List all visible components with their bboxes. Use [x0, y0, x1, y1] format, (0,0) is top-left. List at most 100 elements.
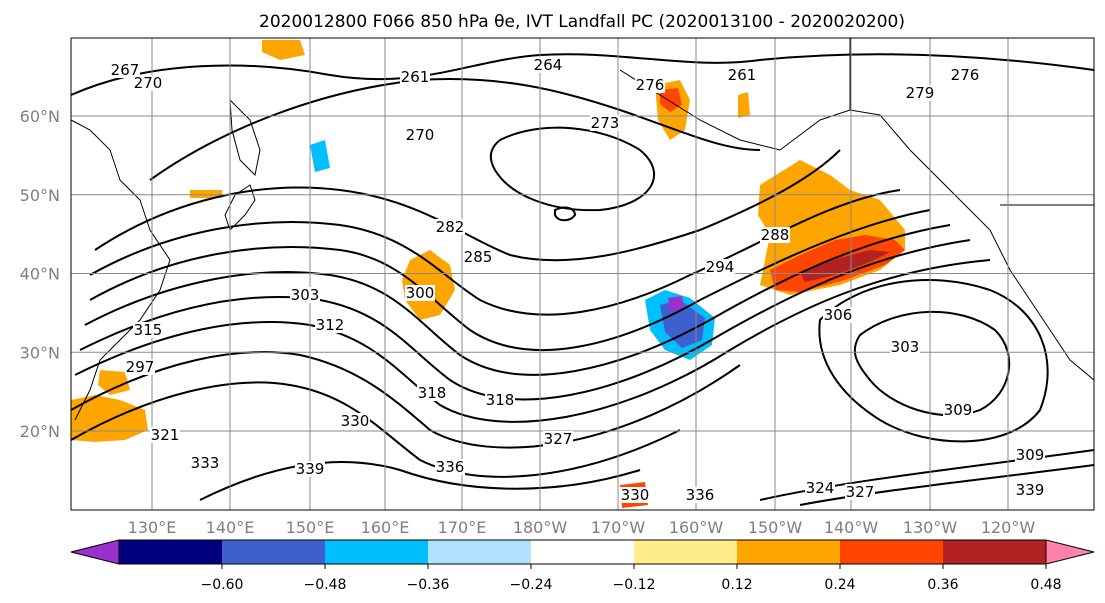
contour-label-bg	[635, 77, 665, 93]
contour-label-bg	[315, 317, 345, 333]
contour-label: 261	[401, 68, 430, 86]
contour-label: 309	[944, 401, 973, 419]
contour-label-bg	[845, 484, 875, 500]
contour-label-bg	[543, 431, 573, 447]
cold-patch-central-3	[668, 296, 684, 312]
warm-patch-north	[262, 40, 305, 60]
colorbar-tick-label: 0.48	[1030, 577, 1061, 593]
coastline-kamchatka	[229, 98, 261, 177]
contour-label-bg	[727, 67, 757, 83]
lat-tick-label: 40°N	[20, 265, 60, 284]
coastline-na	[879, 114, 1095, 381]
contour-label-bg	[125, 359, 155, 375]
contour-label: 327	[846, 483, 875, 501]
colorbar-tick-label: −0.12	[613, 577, 656, 593]
lat-tick-label: 50°N	[20, 186, 60, 205]
contour-label-bg	[760, 227, 790, 243]
contour-label-bg	[295, 461, 325, 477]
contour-label: 276	[951, 66, 980, 84]
contour-label-bg	[950, 67, 980, 83]
colorbar-tick-label: −0.36	[407, 577, 450, 593]
contour-label: 324	[806, 479, 835, 497]
colorbar-outline	[118, 539, 1047, 565]
coastline-asia	[70, 119, 171, 421]
contour-label-bg	[405, 127, 435, 143]
warm-patch-sib	[190, 190, 222, 198]
contour-label: 282	[436, 218, 465, 236]
contour-label: 336	[436, 458, 465, 476]
contour-label-bg	[290, 287, 320, 303]
contour-label-bg	[340, 413, 370, 429]
lat-tick-label: 30°N	[20, 343, 60, 362]
contour-label-bg	[150, 427, 180, 443]
colorbar-segment	[634, 540, 737, 564]
lon-tick-label: 150°W	[748, 518, 803, 537]
colorbar-segment	[840, 540, 943, 564]
contour-label-bg	[485, 392, 515, 408]
contour-label-bg	[133, 322, 163, 338]
lon-tick-label: 120°W	[981, 518, 1036, 537]
lon-tick-label: 140°E	[206, 518, 255, 537]
colorbar-segment	[119, 540, 222, 564]
contour-label-bg	[533, 57, 563, 73]
contour-label-bg	[890, 339, 920, 355]
figure-title: 2020012800 F066 850 hPa θe, IVT Landfall…	[259, 12, 905, 32]
contour-label: 318	[418, 384, 447, 402]
colorbar-segment	[737, 540, 840, 564]
lat-tick-label: 20°N	[20, 422, 60, 441]
contour-label: 327	[544, 430, 573, 448]
contour-line	[70, 351, 741, 449]
red-patch-alaska	[660, 88, 682, 112]
lon-tick-label: 170°W	[591, 518, 646, 537]
contour-label-bg	[190, 455, 220, 471]
latitude-axis: 60°N 50°N 40°N 30°N 20°N	[20, 107, 60, 441]
contour-label: 315	[134, 321, 163, 339]
lat-tick-label: 60°N	[20, 107, 60, 126]
contour-line	[818, 279, 1049, 443]
contour-label: 276	[636, 76, 665, 94]
contour-label: 285	[464, 248, 493, 266]
contour-label-bg	[685, 487, 715, 503]
contour-label: 261	[728, 66, 757, 84]
contour-label: 339	[296, 460, 325, 478]
contour-label-bg	[1015, 447, 1045, 463]
contour-label: 303	[891, 338, 920, 356]
contour-label-bg	[620, 487, 650, 503]
gridlines	[71, 38, 1094, 510]
contour-label: 312	[316, 316, 345, 334]
contour-label-bg	[400, 69, 430, 85]
contour-label-bg	[705, 259, 735, 275]
coastlines	[70, 38, 1095, 421]
contour-label-bg	[823, 307, 853, 323]
contour-label: 270	[134, 74, 163, 92]
contour-label: 336	[686, 486, 715, 504]
colorbar-tick-label: 0.36	[927, 577, 958, 593]
colorbar-extend-high	[1045, 539, 1095, 565]
colorbar-segment	[222, 540, 325, 564]
map-frame	[70, 37, 1095, 511]
contour-label: 279	[906, 84, 935, 102]
contour-label: 297	[126, 358, 155, 376]
contour-label-bg	[405, 285, 435, 301]
cold-patch-nw	[310, 140, 330, 172]
contour-label: 339	[1016, 481, 1045, 499]
contour-line	[489, 126, 656, 212]
lon-tick-label: 160°E	[361, 518, 410, 537]
colorbar-segment	[428, 540, 531, 564]
lon-tick-label: 140°W	[824, 518, 879, 537]
contour-label-bg	[133, 75, 163, 91]
colorbar-segment	[325, 540, 428, 564]
lon-tick-label: 150°E	[286, 518, 335, 537]
contour-label: 264	[534, 56, 563, 74]
colorbar: −0.60 −0.48 −0.36 −0.24 −0.12 0.12 0.24 0.36 0.4…	[70, 539, 1095, 593]
contour-label: 330	[621, 486, 650, 504]
lon-tick-label: 160°W	[669, 518, 724, 537]
contour-label-bg	[463, 249, 493, 265]
contour-label: 303	[291, 286, 320, 304]
contour-label: 333	[191, 454, 220, 472]
contour-label-bg	[590, 115, 620, 131]
colorbar-tick-label: −0.48	[304, 577, 347, 593]
